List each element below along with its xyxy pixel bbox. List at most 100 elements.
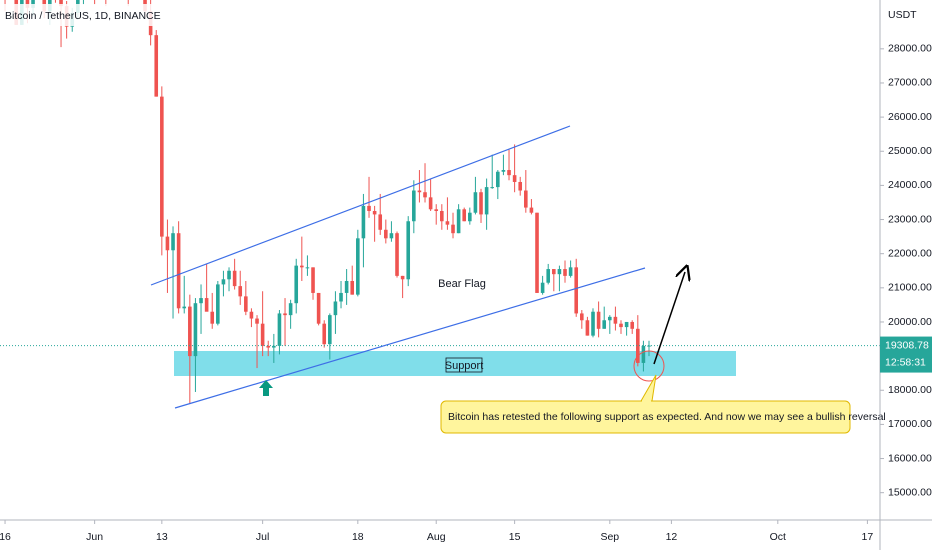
title-backdrop xyxy=(0,4,155,26)
candle-body xyxy=(182,306,187,309)
candle-body xyxy=(244,296,248,312)
up-arrow xyxy=(259,380,273,396)
candle-body xyxy=(339,292,343,302)
candle-body xyxy=(171,233,175,251)
candle-body xyxy=(266,345,271,348)
candle-body xyxy=(496,171,500,188)
callout-joint xyxy=(642,400,651,403)
reversal-arrow xyxy=(653,272,685,365)
candle-body xyxy=(619,323,623,328)
candle-body xyxy=(624,321,629,328)
x-tick-label: 16 xyxy=(0,531,11,543)
y-tick-label: 25000.00 xyxy=(888,145,932,157)
y-tick-label: 27000.00 xyxy=(888,77,932,89)
candle-body xyxy=(412,190,416,222)
x-tick-label: 15 xyxy=(509,531,521,543)
candle-body xyxy=(361,205,366,239)
callout-text: Bitcoin has retested the following suppo… xyxy=(448,411,886,423)
channel-upper xyxy=(150,125,571,286)
candle-body xyxy=(535,212,539,293)
candle-body xyxy=(378,214,383,230)
candle-body xyxy=(518,181,523,191)
candle-body xyxy=(165,236,170,251)
last-price-label: 19308.78 xyxy=(885,339,929,351)
candle-body xyxy=(210,311,215,324)
candle-body xyxy=(608,316,612,321)
candle-body xyxy=(529,207,534,213)
candle-body xyxy=(367,205,371,212)
pattern-label: Bear Flag xyxy=(438,278,486,290)
y-tick-label: 20000.00 xyxy=(888,316,932,328)
candle-body xyxy=(552,269,556,275)
candle-body xyxy=(356,238,360,295)
x-tick-label: 13 xyxy=(156,531,168,543)
candle-body xyxy=(255,318,259,324)
candle-body xyxy=(260,323,265,346)
y-unit: USDT xyxy=(888,9,917,21)
candle-body xyxy=(199,298,203,304)
candle-body xyxy=(591,311,595,336)
candle-body xyxy=(176,233,181,309)
last-price-box xyxy=(880,336,932,373)
support-label-box xyxy=(445,357,483,373)
candle-body xyxy=(568,267,573,276)
candle-body xyxy=(232,270,237,287)
x-tick-label: 17 xyxy=(862,531,874,543)
candle-body xyxy=(602,320,607,329)
candle-body xyxy=(31,0,35,8)
y-tick-label: 23000.00 xyxy=(888,213,932,225)
candle-body xyxy=(434,209,439,212)
candle-body xyxy=(283,313,287,316)
candle-body xyxy=(428,197,433,210)
candle-body xyxy=(557,269,562,275)
x-tick-label: Jun xyxy=(86,531,103,543)
candle-body xyxy=(328,315,332,345)
candle-body xyxy=(277,313,282,346)
candle-body xyxy=(350,280,355,295)
candle-body xyxy=(630,321,635,329)
candle-body xyxy=(188,306,192,357)
candle-body xyxy=(512,175,517,182)
channel-lower xyxy=(174,267,646,409)
candle-body xyxy=(389,233,394,239)
candle-body xyxy=(25,0,30,8)
candle-body xyxy=(423,192,427,198)
candle-body xyxy=(154,35,159,97)
candle-body xyxy=(484,187,489,215)
retest-circle xyxy=(633,350,665,382)
candle-body xyxy=(249,311,254,319)
candle-body xyxy=(300,265,304,268)
candle-body xyxy=(294,265,299,304)
candle-body xyxy=(372,211,377,215)
y-tick-label: 21000.00 xyxy=(888,282,932,294)
candle-body xyxy=(417,190,422,193)
candle-body xyxy=(322,323,327,345)
candle-body xyxy=(305,267,310,269)
support-label: Support xyxy=(445,360,484,372)
candle-body xyxy=(445,221,450,225)
candle-body xyxy=(316,292,321,324)
y-tick-label: 16000.00 xyxy=(888,452,932,464)
candle-body xyxy=(440,211,444,222)
candle-body xyxy=(400,275,405,280)
candle-body xyxy=(238,286,243,297)
candle-body xyxy=(344,280,349,293)
x-tick-label: Oct xyxy=(770,531,786,543)
candle-body xyxy=(563,269,567,276)
candle-body xyxy=(473,192,478,213)
candle-body xyxy=(59,0,63,7)
candle-body xyxy=(524,190,528,208)
x-tick-label: Jul xyxy=(256,531,269,543)
candle-body xyxy=(501,170,506,172)
candle-body xyxy=(596,311,601,329)
candle-body xyxy=(216,284,220,324)
y-tick-label: 22000.00 xyxy=(888,247,932,259)
y-tick-label: 24000.00 xyxy=(888,179,932,191)
candle-body xyxy=(468,212,472,222)
candle-body xyxy=(641,345,646,363)
candle-body xyxy=(160,96,164,237)
y-tick-label: 15000.00 xyxy=(888,486,932,498)
candle-body xyxy=(490,187,495,189)
